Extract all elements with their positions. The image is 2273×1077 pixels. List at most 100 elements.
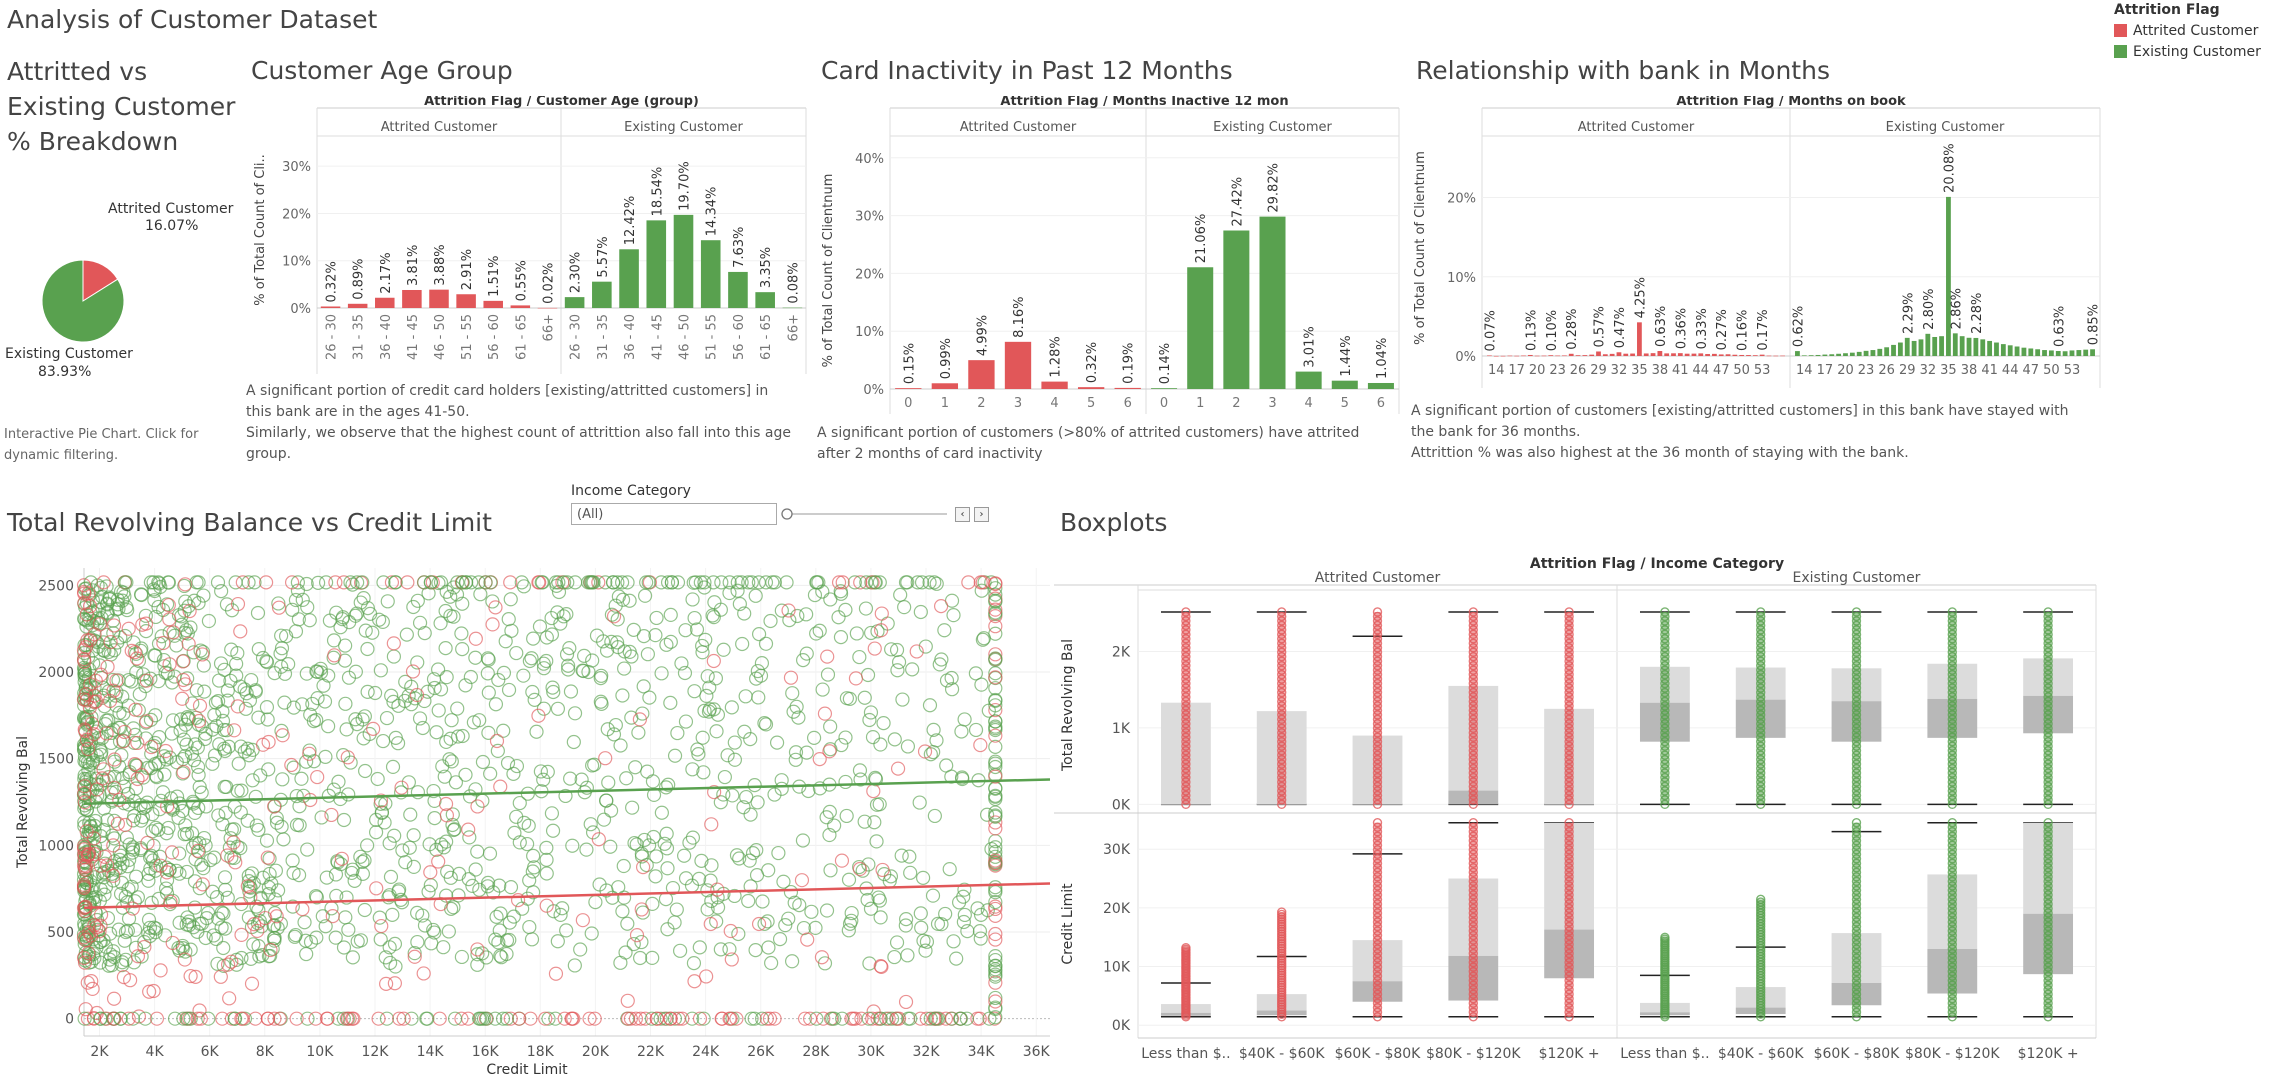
bar[interactable] (2014, 346, 2020, 356)
bar[interactable] (1925, 333, 1931, 356)
bar[interactable] (1863, 350, 1869, 356)
inactivity-chart[interactable]: Attrition Flag / Months Inactive 12 monA… (814, 96, 1406, 420)
bar[interactable] (1521, 355, 1526, 357)
bar[interactable] (1884, 347, 1890, 356)
legend-item-existing[interactable]: Existing Customer (2114, 41, 2273, 62)
filter-prev-button[interactable]: ‹ (955, 506, 970, 522)
bar[interactable] (2035, 349, 2041, 356)
bar[interactable] (1507, 355, 1513, 357)
bar[interactable] (1759, 354, 1765, 356)
bar[interactable] (1677, 353, 1683, 356)
bar[interactable] (1801, 355, 1807, 356)
bar[interactable] (931, 383, 959, 389)
bar[interactable] (1718, 354, 1724, 356)
bar[interactable] (1684, 353, 1690, 356)
bar[interactable] (1077, 387, 1105, 389)
bar[interactable] (1973, 337, 1979, 356)
bar[interactable] (1815, 354, 1821, 356)
bar[interactable] (2083, 349, 2089, 356)
bar[interactable] (1527, 354, 1533, 356)
bar[interactable] (1555, 355, 1560, 357)
bar[interactable] (1980, 339, 1986, 356)
bar[interactable] (1534, 355, 1540, 357)
bar[interactable] (2069, 350, 2075, 356)
bar[interactable] (1223, 230, 1250, 389)
bar[interactable] (700, 240, 721, 308)
bar[interactable] (1746, 355, 1751, 356)
bar[interactable] (1870, 350, 1876, 356)
bar[interactable] (1650, 353, 1656, 356)
bar[interactable] (1994, 342, 1999, 356)
income-filter-input[interactable]: (All) (571, 503, 777, 525)
bar[interactable] (1891, 344, 1896, 356)
bar[interactable] (1732, 354, 1738, 356)
bar[interactable] (1822, 354, 1828, 356)
bar[interactable] (2000, 344, 2006, 356)
bar[interactable] (1637, 322, 1642, 356)
bar[interactable] (510, 305, 531, 308)
bar[interactable] (1780, 355, 1785, 357)
bar[interactable] (1367, 382, 1394, 389)
bar[interactable] (347, 303, 368, 308)
bar[interactable] (402, 289, 422, 308)
bar[interactable] (1616, 352, 1622, 356)
bar[interactable] (1966, 337, 1972, 356)
bar[interactable] (2021, 347, 2027, 356)
bar[interactable] (1808, 355, 1814, 356)
bar[interactable] (1643, 353, 1649, 356)
bar[interactable] (1705, 354, 1710, 356)
bar[interactable] (728, 271, 748, 308)
bar[interactable] (1795, 351, 1800, 356)
bar[interactable] (673, 214, 694, 308)
bar[interactable] (1500, 355, 1506, 357)
bar[interactable] (1856, 351, 1862, 356)
bar[interactable] (968, 360, 995, 389)
bar[interactable] (1939, 336, 1944, 356)
bar[interactable] (429, 289, 449, 308)
bar[interactable] (2042, 350, 2047, 356)
bar[interactable] (1766, 355, 1772, 357)
tenure-chart[interactable]: Attrition Flag / Months on bookAttrited … (1406, 96, 2106, 396)
bar[interactable] (1897, 342, 1903, 356)
boxplots-chart[interactable]: Attrition Flag / Income CategoryAttrited… (1054, 548, 2100, 1077)
income-filter-slider[interactable] (781, 507, 951, 521)
bar[interactable] (1712, 353, 1717, 356)
attrition-flag-legend[interactable]: Attrition Flag Attrited Customer Existin… (2114, 0, 2273, 62)
bar[interactable] (1514, 355, 1520, 357)
bar[interactable] (1151, 388, 1178, 389)
bar[interactable] (1582, 355, 1588, 356)
bar[interactable] (483, 300, 503, 308)
bar[interactable] (1541, 355, 1547, 357)
bar[interactable] (1843, 353, 1848, 356)
pie-slice-existing[interactable] (41, 259, 125, 343)
bar[interactable] (1725, 354, 1731, 356)
bar[interactable] (1918, 339, 1924, 356)
bar[interactable] (895, 388, 922, 389)
bar[interactable] (1773, 355, 1779, 357)
age-group-chart[interactable]: Attrition Flag / Customer Age (group)Att… (246, 96, 814, 376)
bar[interactable] (2007, 345, 2013, 356)
bar[interactable] (1004, 341, 1032, 389)
bar[interactable] (1548, 355, 1554, 356)
bar[interactable] (1041, 381, 1068, 389)
bar[interactable] (2055, 351, 2061, 356)
bar[interactable] (1609, 353, 1615, 356)
bar[interactable] (1739, 354, 1745, 356)
bar[interactable] (1849, 352, 1855, 356)
filter-next-button[interactable]: › (974, 506, 989, 522)
bar[interactable] (1602, 354, 1608, 356)
bar[interactable] (1829, 354, 1835, 356)
bar[interactable] (1691, 353, 1697, 356)
bar[interactable] (1623, 353, 1629, 356)
bar[interactable] (1836, 353, 1842, 356)
bar[interactable] (1562, 355, 1567, 357)
bar[interactable] (592, 281, 612, 308)
bar[interactable] (1187, 267, 1214, 389)
bar[interactable] (1911, 340, 1917, 356)
bar[interactable] (755, 292, 775, 308)
bar[interactable] (1493, 355, 1499, 357)
bar[interactable] (2076, 350, 2082, 356)
bar[interactable] (1932, 336, 1938, 356)
bar[interactable] (1946, 196, 1951, 356)
